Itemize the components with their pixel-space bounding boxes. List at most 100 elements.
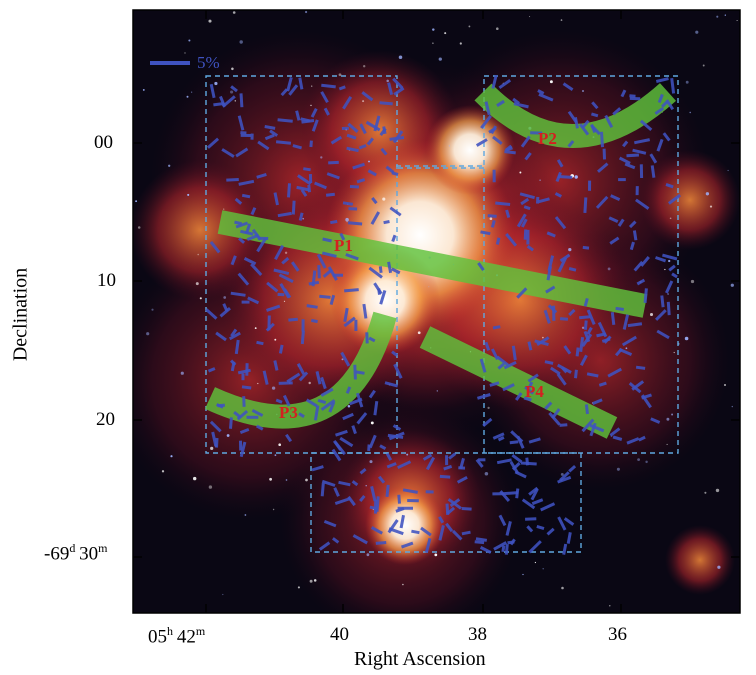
star [529,16,531,18]
polarization-vector [239,441,247,458]
polarization-vector [326,172,340,180]
polarization-vector [230,328,238,337]
polarization-vector [265,322,275,332]
polarization-vector [234,339,240,355]
star [649,312,654,317]
polarization-vector [340,351,351,367]
polarization-vector [495,201,511,206]
polarization-vector [581,333,593,347]
polarization-vector [241,385,252,390]
star [685,80,689,84]
star [673,351,675,354]
polarization-vector [546,527,555,536]
star [320,156,323,159]
polarization-vector [320,376,327,390]
polarization-vector [596,332,607,338]
polarization-vector [534,339,549,347]
polarization-vector [397,460,412,470]
star [468,25,471,28]
star [522,573,524,576]
polarization-vector [562,543,568,555]
polarization-vector [528,437,541,444]
polarization-vector [511,453,523,464]
polarization-vector [504,543,509,555]
coverage-frame [310,452,582,553]
polarization-vector [544,401,553,410]
nebula-glow [330,245,440,355]
star [607,267,611,271]
nebula-glow [133,160,270,300]
polarization-vector [335,429,348,437]
polarization-vector [527,381,534,389]
polarization-vector [479,546,492,554]
polarization-vector [449,498,461,508]
polarization-vector [628,220,637,229]
polarization-vector [590,123,597,133]
polarization-vector [278,344,284,354]
polarization-vector [318,541,331,551]
star [341,358,344,361]
nebula-glow [425,105,515,195]
polarization-vector [586,326,593,335]
polarization-vector [391,171,399,176]
star [616,467,620,471]
polarization-vector [559,471,570,482]
polarization-vector [621,335,637,347]
polarization-vector [591,101,599,110]
path-label-p2: P2 [538,129,557,148]
polarization-vector [662,253,678,261]
star [690,279,695,284]
star [274,454,277,457]
polarization-vector [581,418,595,433]
polarization-vector [632,148,647,155]
path-label-p1: P1 [334,236,353,255]
star [715,488,720,493]
polarization-vector [329,294,336,305]
polarization-vector [241,193,251,199]
star [222,593,224,596]
star [168,164,171,167]
polarization-vector [273,192,279,206]
polarization-vector [671,272,678,279]
path-band-p1 [217,210,648,318]
polarization-vector [387,519,399,534]
polarization-vector [310,108,318,118]
polarization-vector [361,91,374,102]
polarization-vector [524,385,535,395]
polarization-vector [474,540,485,545]
polarization-vector [502,383,515,392]
polarization-vector [393,86,405,96]
polarization-vector [638,435,646,442]
polarization-vector [273,268,290,276]
star [684,336,689,341]
polarization-vector [546,231,556,238]
star [223,296,227,299]
path-band-p3 [204,311,397,429]
polarization-vector [461,507,472,511]
polarization-vector [526,244,534,252]
polarization-vector [660,295,665,308]
polarization-vector [618,348,633,356]
star [272,508,275,511]
polarization-vector [583,320,588,330]
polarization-vector [475,537,488,542]
polarization-vector [615,306,625,311]
polarization-vector [668,264,676,272]
polarization-vector [579,123,590,136]
polarization-vector [359,494,366,502]
polarization-vector [402,488,418,494]
star [432,42,434,45]
polarization-vector [549,366,561,376]
polarization-vector [451,529,463,541]
star [432,28,435,31]
star [417,331,421,335]
polarization-vector [205,308,218,320]
star [274,338,277,341]
polarization-vector [368,336,376,343]
polarization-vector [274,244,285,261]
star [311,85,313,87]
polarization-vector [221,95,236,108]
polarization-vector [368,434,377,449]
polarization-vector [568,267,577,272]
polarization-vector [238,179,255,186]
